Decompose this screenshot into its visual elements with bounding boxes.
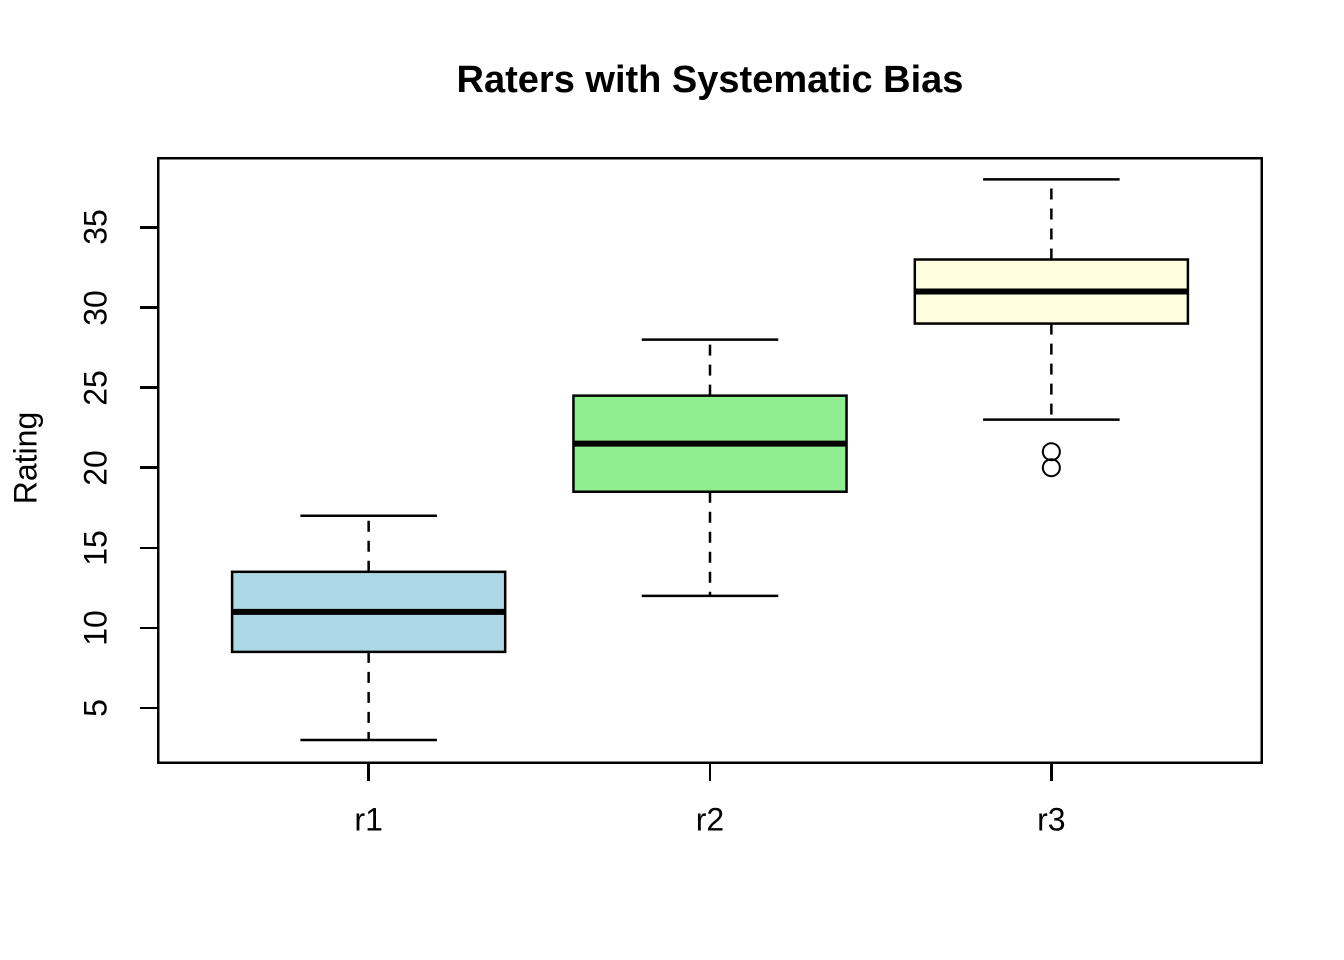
y-tick-35 [140,226,157,229]
y-tick-25 [140,386,157,389]
x-tick-r3 [1050,764,1053,781]
x-tick-label-r1: r1 [354,801,383,838]
y-tick-label-5: 5 [77,699,114,717]
chart-title: Raters with Systematic Bias [456,59,964,101]
boxplot-svg [157,157,1263,764]
y-tick-label-30: 30 [77,289,114,326]
y-tick-5 [140,706,157,710]
y-tick-label-15: 15 [77,529,114,566]
y-tick-20 [140,466,157,469]
y-tick-30 [140,306,157,309]
y-tick-label-10: 10 [77,610,114,646]
outlier-r3-0 [1041,442,1061,462]
y-axis-title: Rating [7,411,44,505]
y-tick-15 [140,546,157,550]
y-tick-label-25: 25 [77,369,114,406]
y-tick-label-20: 20 [77,449,114,486]
y-tick-10 [140,626,157,630]
x-tick-label-r2: r2 [695,801,725,838]
x-tick-r1 [367,764,370,781]
plot-frame [157,157,1263,764]
y-tick-label-35: 35 [77,209,114,246]
x-tick-r2 [708,764,712,781]
x-tick-label-r3: r3 [1037,801,1066,838]
outlier-r3-1 [1041,458,1061,478]
